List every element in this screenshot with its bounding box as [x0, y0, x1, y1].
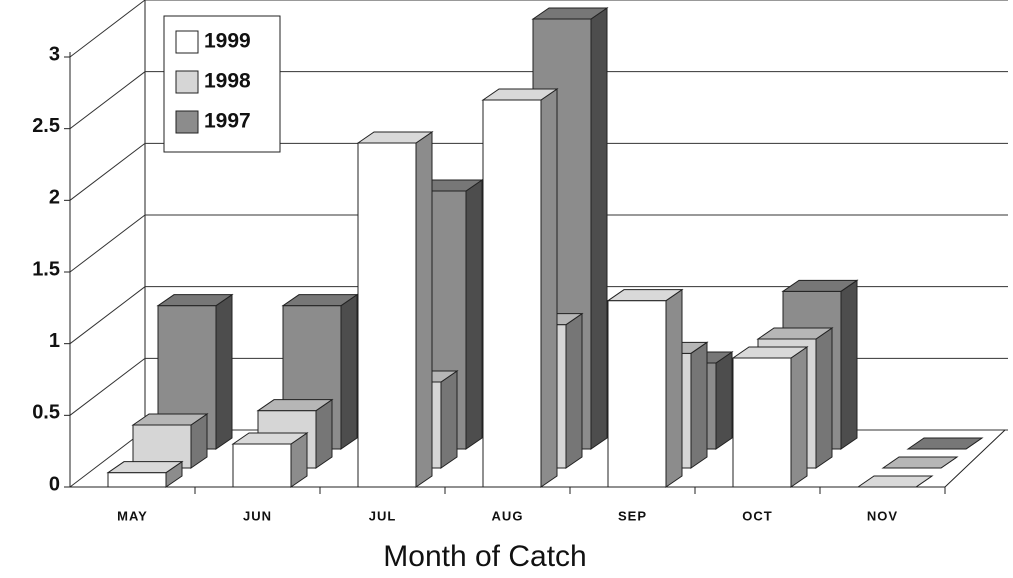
legend-swatch — [175, 30, 199, 54]
bar-top — [906, 437, 984, 450]
bar-front — [482, 99, 542, 488]
grid-line — [69, 286, 1008, 345]
legend-label: 1998 — [204, 70, 251, 93]
legend-label: 1997 — [204, 110, 251, 133]
grid-line — [69, 71, 1008, 130]
legend-swatch — [175, 70, 199, 94]
y-tick-label: 0 — [49, 473, 60, 495]
x-tick-label: JUL — [369, 508, 397, 523]
bar-side — [440, 370, 458, 469]
bar-front — [357, 142, 417, 488]
legend-label: 1999 — [204, 30, 251, 53]
grid-line — [69, 0, 1008, 58]
x-tick-label: SEP — [618, 508, 647, 523]
y-tick-label: 2 — [49, 187, 60, 209]
bar-side — [315, 398, 333, 469]
bar-side — [790, 346, 808, 488]
y-tick-label: 2.5 — [32, 115, 60, 137]
bar — [731, 346, 809, 488]
bar-side — [565, 312, 583, 469]
bar-top — [281, 294, 359, 307]
bar-top — [256, 399, 334, 412]
bar-top — [531, 7, 609, 20]
bar — [881, 456, 959, 469]
bar-side — [215, 293, 233, 450]
bar-side — [340, 293, 358, 450]
bar-top — [481, 88, 559, 101]
bar — [131, 413, 209, 469]
bar-side — [690, 341, 708, 469]
bar — [106, 460, 184, 488]
bar — [481, 88, 559, 488]
bar-side — [665, 288, 683, 488]
bar — [356, 131, 434, 488]
y-tick-label: 0.5 — [32, 402, 60, 424]
bar-top — [856, 475, 934, 488]
bar-top — [881, 456, 959, 469]
bar-side — [590, 7, 608, 450]
x-tick-label: JUN — [243, 508, 272, 523]
bar-top — [156, 294, 234, 307]
bar-front — [732, 357, 792, 488]
bar-side — [415, 131, 433, 488]
bar — [906, 437, 984, 450]
grid-line — [69, 214, 1008, 273]
bar — [856, 475, 934, 488]
bar-side — [815, 327, 833, 469]
legend-swatch — [175, 110, 199, 134]
x-tick-label: NOV — [867, 508, 898, 523]
legend: 1999 1998 1997 — [163, 15, 281, 153]
bar-front — [607, 300, 667, 488]
bar-side — [540, 88, 558, 488]
bar — [606, 288, 684, 488]
y-tick-label: 1 — [49, 330, 60, 352]
bar-top — [131, 413, 209, 426]
bar-side — [840, 279, 858, 450]
bar-top — [606, 289, 684, 302]
x-tick-label: AUG — [492, 508, 524, 523]
x-axis-title: Month of Catch — [383, 540, 586, 573]
bar-top — [356, 131, 434, 144]
bar-top — [106, 461, 184, 474]
x-tick-label: MAY — [117, 508, 148, 523]
x-tick-label: OCT — [742, 508, 772, 523]
bar-front — [232, 443, 292, 488]
y-tick-label: 1.5 — [32, 258, 60, 280]
y-tick-label: 3 — [49, 43, 60, 65]
bar-top — [781, 279, 859, 292]
bar-top — [731, 346, 809, 359]
grid-line — [69, 142, 1008, 201]
bar-top — [231, 432, 309, 445]
bar-top — [756, 327, 834, 340]
bar-side — [715, 351, 733, 450]
bar-side — [465, 179, 483, 450]
bar — [231, 432, 309, 488]
bar-front — [107, 472, 167, 488]
